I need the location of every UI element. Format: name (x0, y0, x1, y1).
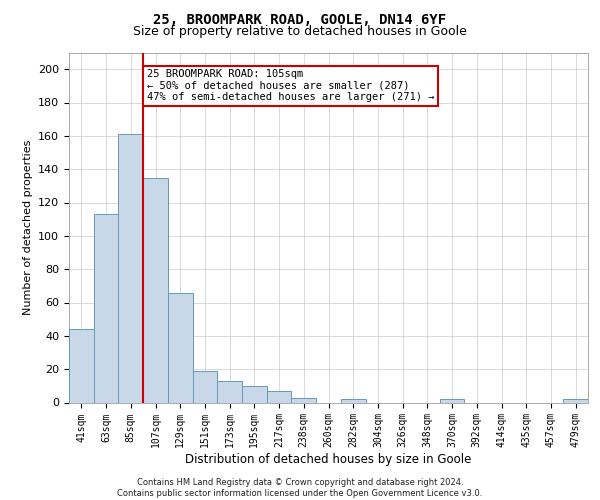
Bar (118, 134, 143, 402)
Bar (563, 399, 588, 402)
Text: 25, BROOMPARK ROAD, GOOLE, DN14 6YF: 25, BROOMPARK ROAD, GOOLE, DN14 6YF (154, 12, 446, 26)
Bar (292, 398, 316, 402)
Bar (267, 391, 292, 402)
Bar (242, 386, 267, 402)
Bar (341, 399, 365, 402)
X-axis label: Distribution of detached houses by size in Goole: Distribution of detached houses by size … (185, 453, 472, 466)
Y-axis label: Number of detached properties: Number of detached properties (23, 140, 32, 315)
Text: 25 BROOMPARK ROAD: 105sqm
← 50% of detached houses are smaller (287)
47% of semi: 25 BROOMPARK ROAD: 105sqm ← 50% of detac… (147, 69, 434, 102)
Bar (168, 292, 193, 403)
Bar (94, 214, 118, 402)
Bar (69, 329, 94, 402)
Bar (217, 381, 242, 402)
Bar (143, 178, 168, 402)
Text: Contains HM Land Registry data © Crown copyright and database right 2024.
Contai: Contains HM Land Registry data © Crown c… (118, 478, 482, 498)
Text: Size of property relative to detached houses in Goole: Size of property relative to detached ho… (133, 25, 467, 38)
Bar (193, 371, 217, 402)
Bar (440, 399, 464, 402)
